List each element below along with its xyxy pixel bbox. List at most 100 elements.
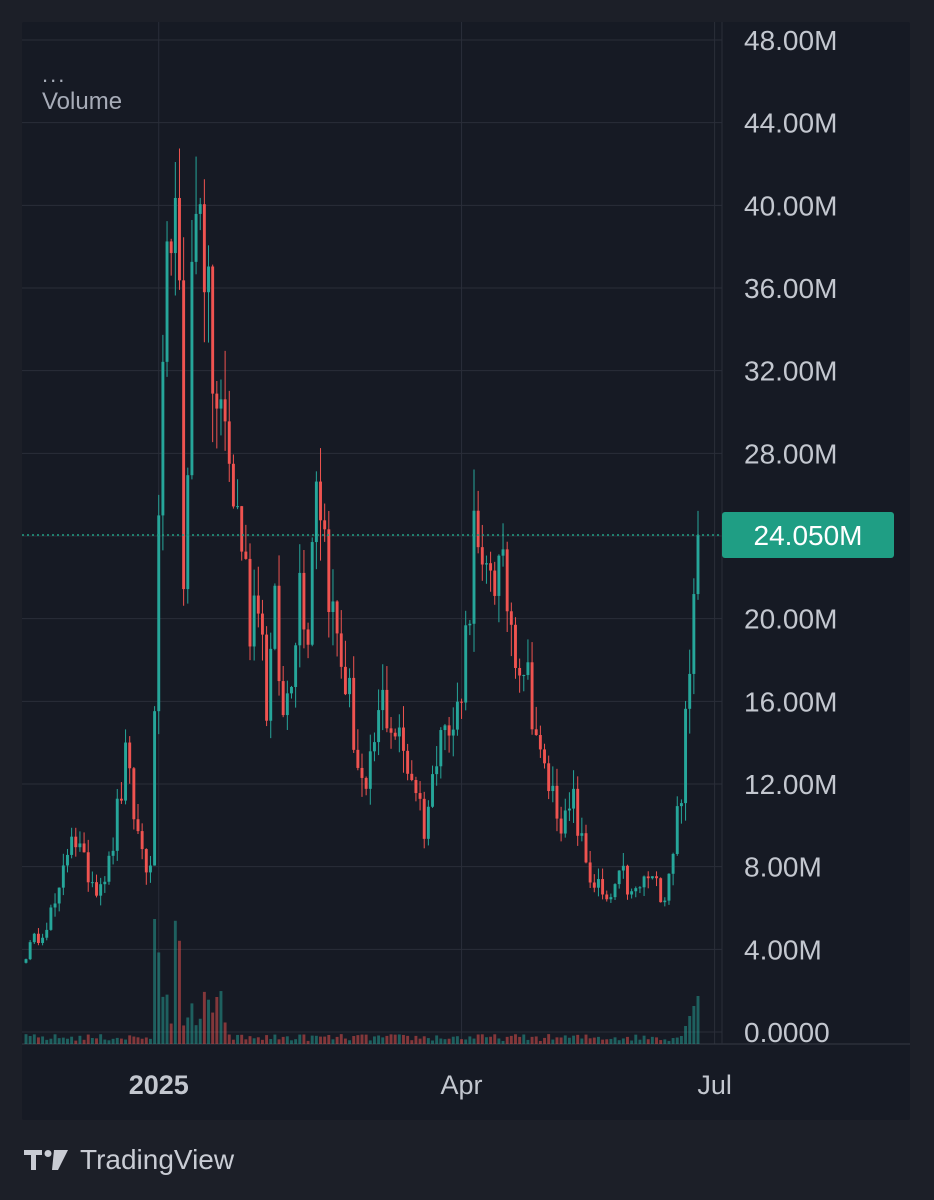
volume-bar bbox=[472, 1038, 476, 1044]
y-tick-label: 36.00M bbox=[744, 273, 837, 304]
volume-bar bbox=[663, 1039, 667, 1044]
volume-bar bbox=[115, 1037, 119, 1044]
candle bbox=[609, 893, 613, 903]
x-tick-label: Apr bbox=[441, 1070, 483, 1100]
candle bbox=[534, 706, 538, 736]
volume-bar bbox=[335, 1036, 339, 1044]
volume-bar bbox=[426, 1038, 430, 1044]
volume-bar bbox=[538, 1040, 542, 1044]
y-tick-label: 48.00M bbox=[744, 25, 837, 56]
footer-branding[interactable]: TradingView bbox=[24, 1138, 234, 1182]
volume-bar bbox=[489, 1036, 493, 1044]
candle bbox=[671, 852, 675, 886]
volume-histogram bbox=[24, 919, 700, 1044]
candle bbox=[132, 766, 136, 830]
chart-panel[interactable]: 0.0000 4.00M 8.00M 12.00M 16.00M 20.00M 28.00M… bbox=[22, 22, 910, 1120]
y-tick-label: 12.00M bbox=[744, 769, 837, 800]
volume-bar bbox=[613, 1037, 617, 1044]
volume-bar bbox=[265, 1035, 269, 1044]
candle bbox=[385, 666, 389, 733]
candle bbox=[447, 716, 451, 753]
candle bbox=[57, 887, 61, 912]
volume-bar bbox=[128, 1035, 132, 1044]
candle bbox=[655, 871, 658, 887]
candles bbox=[24, 148, 700, 964]
volume-bar bbox=[49, 1038, 53, 1044]
volume-bar bbox=[45, 1039, 49, 1044]
x-axis[interactable]: 2025 Apr Jul bbox=[129, 1070, 732, 1100]
volume-bar bbox=[609, 1038, 613, 1044]
volume-bar bbox=[480, 1034, 484, 1044]
candle bbox=[613, 883, 617, 900]
volume-bar bbox=[32, 1034, 36, 1044]
candle bbox=[244, 524, 248, 560]
volume-bar bbox=[592, 1037, 596, 1044]
candle bbox=[165, 221, 169, 377]
candle bbox=[227, 390, 231, 482]
volume-bar bbox=[360, 1034, 364, 1044]
volume-chart[interactable]: 0.0000 4.00M 8.00M 12.00M 16.00M 20.00M 28.00M… bbox=[22, 22, 910, 1120]
price-badge-label: 24.050M bbox=[754, 520, 863, 551]
volume-bar bbox=[460, 1039, 464, 1044]
candle bbox=[530, 642, 534, 735]
volume-bar bbox=[688, 1016, 692, 1044]
volume-bar bbox=[605, 1039, 609, 1044]
volume-bar bbox=[173, 920, 177, 1044]
candle bbox=[617, 870, 621, 889]
volume-bar bbox=[518, 1036, 522, 1044]
y-tick-label: 4.00M bbox=[744, 934, 822, 965]
candle bbox=[443, 723, 447, 751]
volume-bar bbox=[505, 1036, 509, 1044]
candle bbox=[621, 852, 625, 879]
volume-bar bbox=[667, 1040, 671, 1044]
volume-bar bbox=[24, 1034, 28, 1044]
candle bbox=[82, 832, 86, 853]
volume-bar bbox=[476, 1034, 480, 1044]
volume-bar bbox=[377, 1035, 381, 1044]
volume-bar bbox=[638, 1039, 642, 1044]
candle bbox=[331, 569, 335, 646]
candle bbox=[663, 897, 667, 907]
volume-bar bbox=[53, 1034, 57, 1044]
volume-bar bbox=[393, 1034, 397, 1044]
candle bbox=[526, 639, 530, 680]
candle bbox=[584, 824, 588, 864]
volume-bar bbox=[364, 1034, 368, 1044]
volume-bar bbox=[617, 1040, 621, 1044]
x-tick-label: 2025 bbox=[129, 1070, 189, 1100]
candle bbox=[215, 380, 219, 449]
y-axis[interactable]: 0.0000 4.00M 8.00M 12.00M 16.00M 20.00M 28.00M… bbox=[744, 25, 837, 1048]
candle bbox=[277, 555, 281, 696]
volume-bar bbox=[402, 1034, 405, 1044]
candle bbox=[659, 877, 663, 903]
candle bbox=[169, 238, 173, 276]
volume-bar bbox=[439, 1038, 443, 1044]
volume-bar bbox=[559, 1037, 563, 1044]
legend-menu-dots[interactable]: ... bbox=[42, 62, 67, 87]
volume-bar bbox=[314, 1035, 318, 1044]
volume-bar bbox=[567, 1037, 571, 1044]
candle bbox=[522, 674, 526, 692]
volume-bar bbox=[543, 1037, 546, 1044]
volume-bar bbox=[621, 1038, 625, 1044]
candle bbox=[464, 610, 468, 711]
volume-bar bbox=[190, 1003, 194, 1044]
volume-bar bbox=[323, 1036, 327, 1044]
volume-bar bbox=[692, 1006, 696, 1044]
candle bbox=[306, 622, 310, 659]
candle bbox=[240, 505, 244, 561]
volume-bar bbox=[352, 1036, 356, 1044]
volume-bar bbox=[236, 1034, 240, 1044]
volume-bar bbox=[497, 1038, 501, 1044]
volume-bar bbox=[464, 1039, 468, 1044]
volume-bar bbox=[103, 1039, 107, 1044]
volume-bar bbox=[61, 1037, 65, 1044]
volume-bar bbox=[563, 1035, 567, 1044]
candle bbox=[323, 503, 327, 542]
volume-bar bbox=[551, 1039, 555, 1044]
candle bbox=[153, 706, 157, 866]
candle bbox=[24, 958, 28, 964]
volume-bar bbox=[431, 1040, 434, 1044]
volume-bar bbox=[572, 1035, 576, 1044]
candle bbox=[36, 928, 40, 946]
